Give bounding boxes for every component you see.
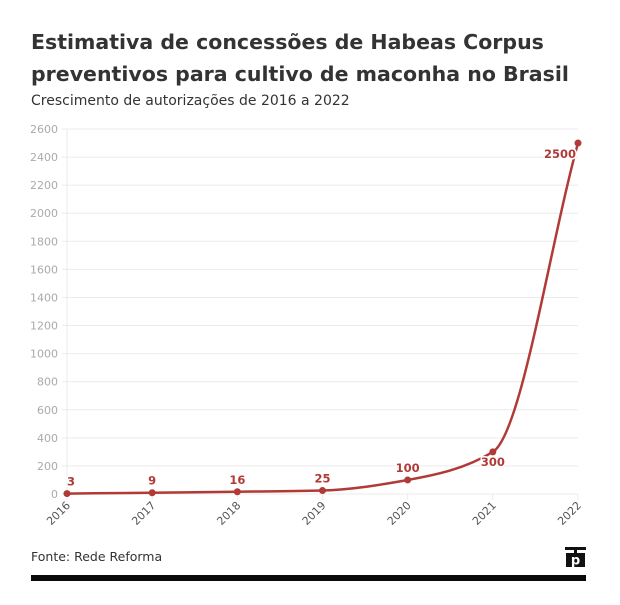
- gridlines: [67, 128, 578, 495]
- chart-title: Estimativa de concessões de Habeas Corpu…: [31, 30, 569, 86]
- data-label: 300: [481, 455, 505, 469]
- x-axis: 2016 2017 2018 2019 2020 2021 2022: [44, 494, 584, 528]
- x-tick-label: 2017: [129, 499, 158, 528]
- y-tick-label: 600: [37, 404, 58, 417]
- data-point: [489, 448, 497, 456]
- chart-subtitle: Crescimento de autorizações de 2016 a 20…: [31, 93, 350, 109]
- source-note: Fonte: Rede Reforma: [31, 549, 163, 564]
- y-tick-label: 2400: [30, 151, 58, 164]
- data-labels: 3 9 16 25 100 300 2500: [65, 146, 577, 491]
- y-tick-label: 1000: [30, 348, 58, 361]
- y-tick-label: 2200: [30, 179, 58, 192]
- series-line: [66, 142, 580, 495]
- y-tick-label: 0: [51, 488, 58, 501]
- y-axis: 0 200 400 600 800 1000 1200 1400 1600 1800 2000 220…: [30, 123, 68, 501]
- x-tick-label: 2022: [555, 499, 584, 528]
- data-point: [233, 488, 241, 496]
- x-tick-label: 2021: [470, 499, 499, 528]
- x-tick-label: 2016: [44, 499, 73, 528]
- x-tick-label: 2018: [214, 499, 243, 528]
- y-tick-label: 1200: [30, 320, 58, 333]
- data-label: 3: [67, 475, 75, 489]
- data-point: [63, 490, 71, 498]
- publisher-logo-icon: p: [565, 547, 586, 567]
- y-tick-label: 400: [37, 432, 58, 445]
- data-point: [574, 139, 582, 147]
- data-point: [319, 486, 326, 494]
- y-tick-label: 2000: [30, 207, 58, 220]
- logo-letter: p: [571, 554, 580, 568]
- y-tick-label: 800: [37, 376, 58, 389]
- data-label: 100: [396, 461, 420, 475]
- data-label: 9: [148, 474, 156, 488]
- y-tick-label: 1800: [30, 235, 58, 248]
- data-points: [63, 139, 582, 498]
- data-label: 2500: [544, 147, 576, 161]
- data-label: 16: [229, 473, 245, 487]
- y-tick-label: 1400: [30, 291, 58, 304]
- line-chart: 0 200 400 600 800 1000 1200 1400 1600 1800 2000 220…: [30, 123, 584, 528]
- x-tick-label: 2020: [385, 499, 414, 528]
- data-point: [148, 489, 156, 497]
- y-tick-label: 2600: [30, 123, 58, 136]
- x-tick-label: 2019: [300, 499, 329, 528]
- data-label: 25: [314, 471, 330, 485]
- bottom-rule: [31, 575, 586, 581]
- y-tick-label: 200: [37, 460, 58, 473]
- series-path: [66, 142, 580, 495]
- y-tick-label: 1600: [30, 263, 58, 276]
- data-point: [404, 476, 412, 484]
